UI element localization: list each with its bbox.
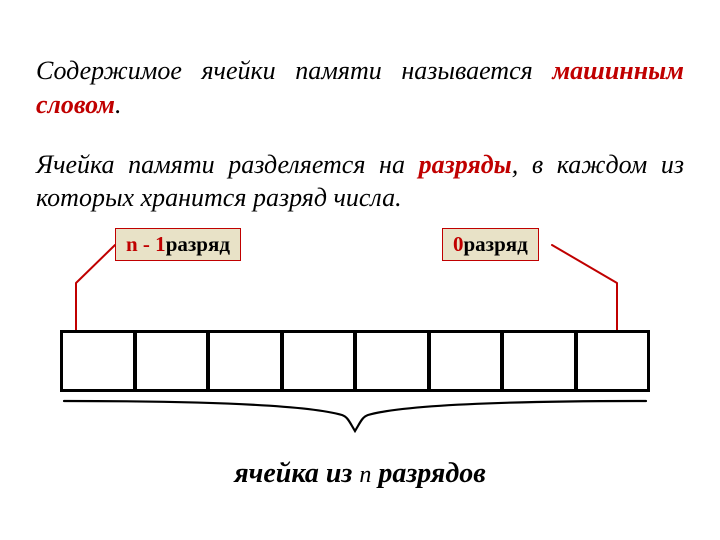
caption-n: n: [359, 462, 371, 488]
p2-text-a: Ячейка памяти разделяется на: [36, 150, 419, 179]
memory-cell: [63, 333, 137, 389]
memory-cell-row: [60, 330, 650, 392]
connector-line: [552, 245, 617, 330]
memory-cell: [504, 333, 578, 389]
label-zero: 0 разряд: [442, 228, 539, 261]
paragraph-2: Ячейка памяти разделяется на разряды, в …: [36, 148, 684, 216]
memory-cell: [431, 333, 505, 389]
memory-cell: [210, 333, 284, 389]
label-right-rest: разряд: [464, 231, 528, 258]
memory-cell: [284, 333, 358, 389]
label-left-accent: n - 1: [126, 231, 166, 258]
p2-highlight: разряды: [419, 150, 512, 179]
label-left-rest: разряд: [166, 231, 230, 258]
p1-text-c: .: [115, 90, 122, 119]
brace-svg: [60, 395, 650, 450]
memory-cell: [137, 333, 211, 389]
connector-line: [76, 245, 115, 330]
caption-b: разрядов: [371, 458, 485, 489]
memory-cell: [357, 333, 431, 389]
paragraph-1: Содержимое ячейки памяти называется маши…: [36, 54, 684, 122]
caption: ячейка из n разрядов: [0, 458, 720, 490]
memory-cell: [578, 333, 648, 389]
p1-text-a: Содержимое ячейки памяти называется: [36, 56, 552, 85]
label-n-minus-1: n - 1 разряд: [115, 228, 241, 261]
brace-path: [64, 401, 646, 431]
label-right-accent: 0: [453, 231, 464, 258]
caption-a: ячейка из: [234, 458, 359, 489]
slide: Содержимое ячейки памяти называется маши…: [0, 0, 720, 540]
